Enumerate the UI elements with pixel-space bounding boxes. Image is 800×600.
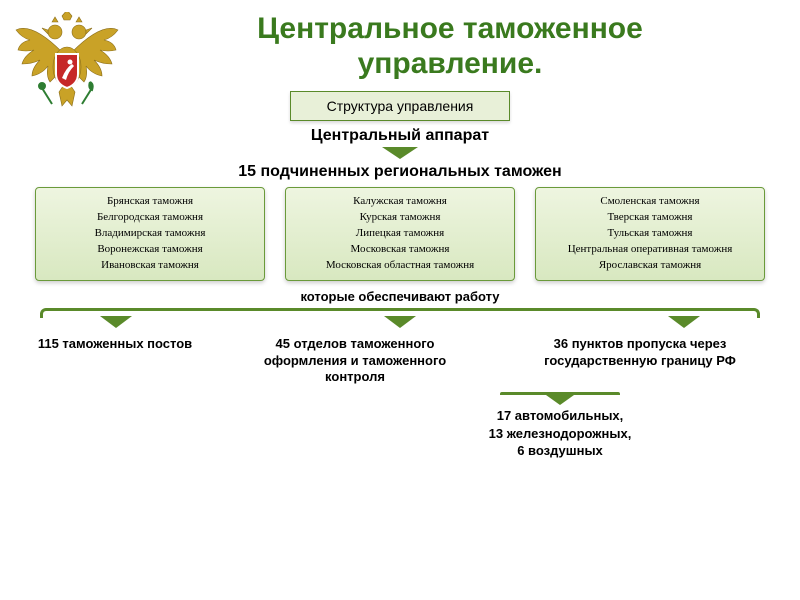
customs-item: Белгородская таможня <box>44 210 256 226</box>
final-item: 6 воздушных <box>420 442 700 460</box>
central-apparatus-label: Центральный аппарат <box>0 127 800 145</box>
customs-item: Липецкая таможня <box>294 226 506 242</box>
final-item: 13 железнодорожных, <box>420 425 700 443</box>
customs-item: Тульская таможня <box>544 226 756 242</box>
arrow-central-to-regions <box>382 147 418 159</box>
title-line-1: Центральное таможенное <box>257 12 643 45</box>
final-breakdown-block: 17 автомобильных, 13 железнодорожных, 6 … <box>420 392 700 460</box>
customs-item: Тверская таможня <box>544 210 756 226</box>
customs-item: Смоленская таможня <box>544 194 756 210</box>
customs-item: Курская таможня <box>294 210 506 226</box>
customs-item: Брянская таможня <box>44 194 256 210</box>
customs-group-2: Калужская таможня Курская таможня Липецк… <box>285 187 515 281</box>
customs-item: Калужская таможня <box>294 194 506 210</box>
structure-label: Структура управления <box>327 98 474 114</box>
provide-label: которые обеспечивают работу <box>0 289 800 304</box>
subordinate-count: 15 подчиненных региональных таможен <box>0 163 800 181</box>
title-line-2: управление. <box>358 47 543 80</box>
stat-checkpoints: 36 пунктов пропуска через государственну… <box>510 336 770 387</box>
customs-item: Московская таможня <box>294 242 506 258</box>
customs-item: Владимирская таможня <box>44 226 256 242</box>
structure-label-box: Структура управления <box>290 91 510 121</box>
customs-columns: Брянская таможня Белгородская таможня Вл… <box>0 187 800 281</box>
emblem-russian-customs <box>12 12 122 127</box>
customs-group-1: Брянская таможня Белгородская таможня Вл… <box>35 187 265 281</box>
customs-item: Воронежская таможня <box>44 242 256 258</box>
bracket-to-stats <box>40 308 760 334</box>
stat-departments: 45 отделов таможенного оформления и тамо… <box>235 336 475 387</box>
final-item: 17 автомобильных, <box>420 407 700 425</box>
customs-item: Московская областная таможня <box>294 258 506 274</box>
stats-row: 115 таможенных постов 45 отделов таможен… <box>0 334 800 387</box>
customs-group-3: Смоленская таможня Тверская таможня Туль… <box>535 187 765 281</box>
arrow-to-final <box>420 392 700 405</box>
final-list: 17 автомобильных, 13 железнодорожных, 6 … <box>420 407 700 460</box>
stat-posts: 115 таможенных постов <box>30 336 200 387</box>
customs-item: Ивановская таможня <box>44 258 256 274</box>
customs-item: Центральная оперативная таможня <box>544 242 756 258</box>
customs-item: Ярославская таможня <box>544 258 756 274</box>
